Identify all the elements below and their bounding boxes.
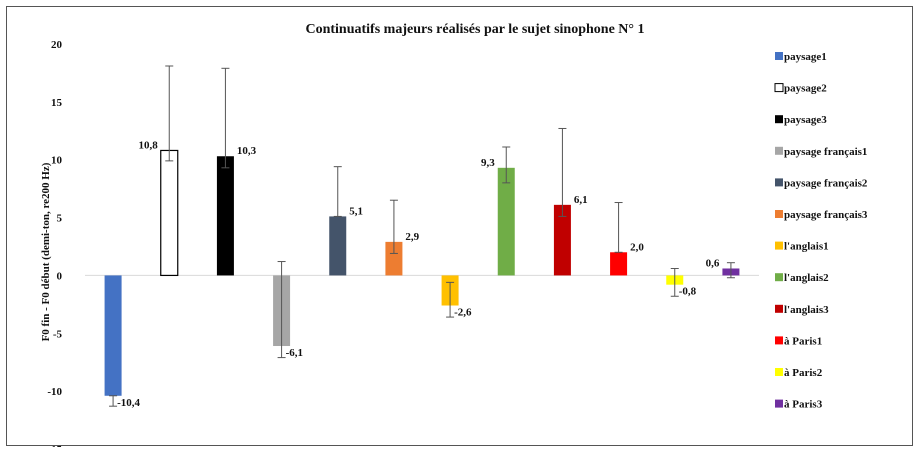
- y-axis-ticks: 20 15 10 5 0 -5 -10 -15: [47, 39, 62, 447]
- bar: [385, 241, 403, 276]
- chart-title: Continuatifs majeurs réalisés par le suj…: [305, 22, 644, 37]
- bar: [216, 156, 234, 276]
- legend-swatch: [775, 115, 783, 124]
- y-tick-label: -10: [47, 386, 62, 398]
- y-tick-label: 20: [51, 39, 63, 51]
- data-label: 0,6: [706, 257, 720, 269]
- data-label: 9,3: [481, 157, 495, 169]
- data-label: -6,1: [286, 347, 303, 359]
- legend-label: l'anglais3: [784, 304, 829, 316]
- bar: [553, 204, 571, 276]
- legend-label: paysage3: [784, 114, 827, 126]
- y-tick-label: 15: [51, 97, 63, 109]
- legend-label: paysage1: [784, 51, 827, 63]
- legend-swatch: [775, 210, 783, 218]
- legend-label: paysage français2: [784, 177, 868, 189]
- bar-chart: Continuatifs majeurs réalisés par le suj…: [40, 22, 868, 447]
- y-tick-label: -5: [53, 328, 63, 340]
- legend-label: l'anglais1: [784, 241, 829, 253]
- legend-swatch: [775, 178, 783, 187]
- legend-label: à Paris3: [784, 399, 823, 411]
- legend-swatch: [775, 399, 783, 408]
- data-label: 2,9: [405, 231, 419, 243]
- legend-label: paysage2: [784, 83, 827, 95]
- y-tick-label: -15: [47, 444, 62, 447]
- legend-label: à Paris2: [784, 367, 823, 379]
- legend-label: paysage français3: [784, 209, 868, 221]
- legend-swatch: [775, 146, 783, 155]
- legend-swatch: [775, 304, 783, 313]
- data-label: -10,4: [117, 397, 140, 409]
- legend-label: paysage français1: [784, 146, 867, 158]
- legend-swatch: [775, 273, 783, 282]
- data-label: -2,6: [454, 307, 472, 319]
- data-label: 2,0: [630, 241, 644, 253]
- data-label: -0,8: [679, 286, 697, 298]
- bar: [497, 167, 515, 276]
- data-label: 5,1: [349, 205, 363, 217]
- data-label: 10,3: [237, 145, 257, 157]
- y-axis-label: F0 fin - F0 début (demi-ton, re200 Hz): [40, 162, 52, 341]
- chart-frame: Continuatifs majeurs réalisés par le suj…: [6, 6, 913, 447]
- legend-swatch: [775, 241, 783, 250]
- legend: paysage1 paysage2 paysage3 paysage français…: [774, 51, 868, 411]
- y-tick-label: 0: [57, 270, 63, 282]
- data-label: 6,1: [574, 194, 588, 206]
- legend-label: à Paris1: [784, 335, 822, 347]
- legend-swatch: [774, 83, 784, 93]
- legend-swatch: [775, 368, 783, 376]
- bar: [610, 252, 628, 276]
- data-label: 10,8: [139, 139, 159, 151]
- y-tick-label: 10: [51, 155, 63, 167]
- bar: [104, 275, 122, 396]
- legend-label: l'anglais2: [784, 272, 829, 284]
- bar: [160, 149, 179, 277]
- y-tick-label: 5: [57, 213, 63, 225]
- legend-swatch: [775, 52, 783, 60]
- bar: [329, 216, 347, 276]
- bar-series: -10,4 10,8 10,3 -6,1 5,1 2,9 -2,6 9,3 6,1 2,0 -0,8…: [104, 65, 740, 409]
- legend-swatch: [775, 336, 783, 345]
